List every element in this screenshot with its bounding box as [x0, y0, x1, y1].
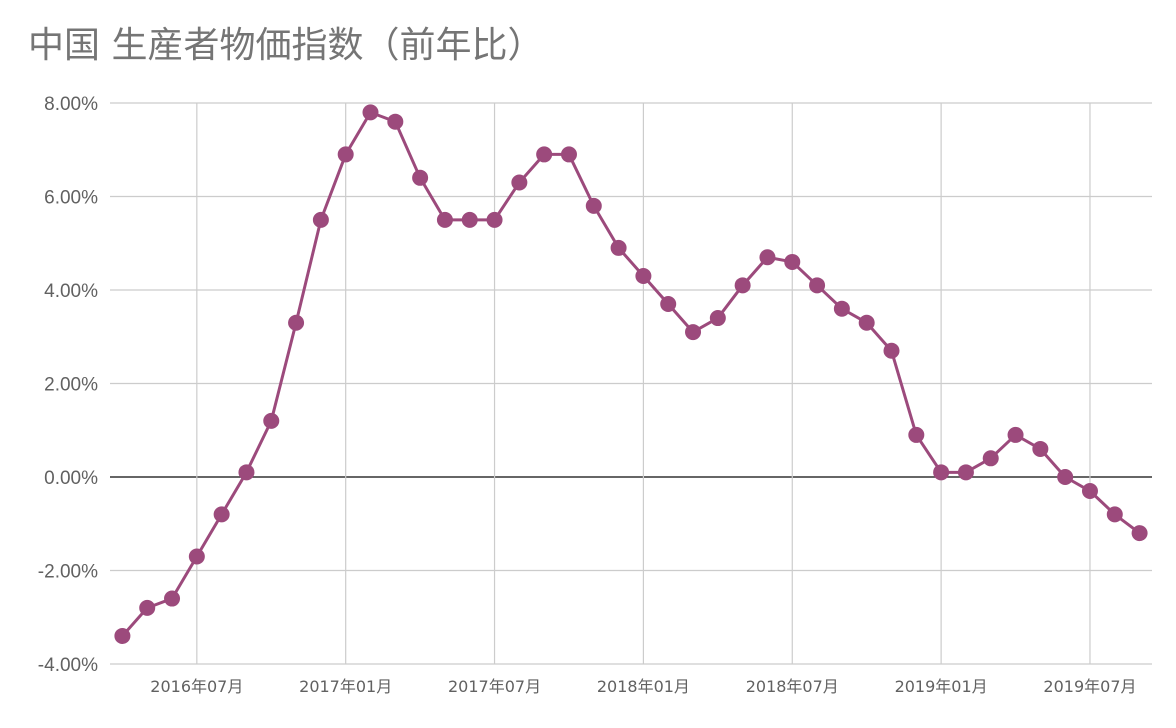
- data-point: [461, 211, 478, 228]
- data-point: [139, 599, 156, 616]
- data-point: [312, 211, 329, 228]
- data-point: [164, 590, 181, 607]
- data-point: [1057, 469, 1074, 485]
- data-point: [585, 197, 602, 214]
- x-tick-label: 2017年01月: [299, 677, 392, 696]
- data-point: [1081, 483, 1098, 500]
- data-point: [436, 211, 453, 228]
- data-point: [337, 146, 354, 163]
- data-point: [635, 267, 652, 284]
- data-point: [536, 146, 553, 163]
- data-point: [759, 249, 776, 266]
- data-point: [263, 412, 280, 429]
- x-tick-label: 2018年07月: [746, 677, 839, 696]
- data-point: [809, 277, 826, 294]
- data-point: [288, 314, 305, 331]
- data-point: [1106, 506, 1123, 523]
- y-tick-label: 2.00%: [44, 375, 98, 396]
- data-point: [362, 104, 379, 121]
- data-point: [238, 464, 255, 481]
- grid-lines: [110, 102, 1152, 665]
- data-point: [387, 113, 404, 130]
- series-line: [121, 110, 1141, 637]
- data-point: [486, 211, 503, 228]
- data-point: [610, 239, 627, 256]
- y-tick-label: 6.00%: [44, 188, 98, 209]
- data-point: [412, 169, 429, 186]
- data-point: [883, 342, 900, 359]
- y-axis-ticks: 8.00% 6.00% 4.00% 2.00% 0.00% -2.00% -4.00%: [38, 94, 98, 676]
- chart-title: 中国 生産者物価指数（前年比）: [28, 25, 544, 66]
- data-point: [188, 548, 205, 565]
- x-tick-label: 2019年07月: [1043, 677, 1136, 696]
- x-tick-label: 2016年07月: [150, 677, 243, 696]
- data-point: [709, 310, 726, 327]
- data-point: [908, 426, 925, 443]
- data-point: [560, 146, 577, 163]
- data-point: [1131, 525, 1148, 542]
- data-point: [833, 300, 850, 317]
- data-point: [114, 627, 131, 644]
- x-tick-label: 2017年07月: [448, 677, 541, 696]
- data-point: [734, 277, 751, 294]
- data-point: [1032, 440, 1049, 457]
- data-point: [858, 314, 875, 331]
- y-tick-label: 0.00%: [44, 468, 98, 489]
- data-point: [660, 296, 677, 313]
- y-tick-label: -2.00%: [38, 562, 98, 583]
- series-group: [114, 104, 1148, 644]
- data-point: [957, 464, 974, 481]
- x-tick-label: 2018年01月: [597, 677, 690, 696]
- data-point: [213, 506, 230, 523]
- data-point: [982, 450, 999, 467]
- data-point: [685, 324, 702, 341]
- x-tick-label: 2019年01月: [895, 677, 988, 696]
- y-tick-label: -4.00%: [38, 655, 98, 676]
- data-point: [511, 174, 528, 191]
- x-axis-ticks: 2016年07月 2017年01月 2017年07月 2018年01月 2018年07月…: [150, 677, 1136, 696]
- y-tick-label: 4.00%: [44, 281, 98, 302]
- data-point: [1007, 426, 1024, 443]
- data-point: [933, 464, 950, 481]
- y-tick-label: 8.00%: [44, 94, 98, 115]
- data-point: [784, 253, 801, 270]
